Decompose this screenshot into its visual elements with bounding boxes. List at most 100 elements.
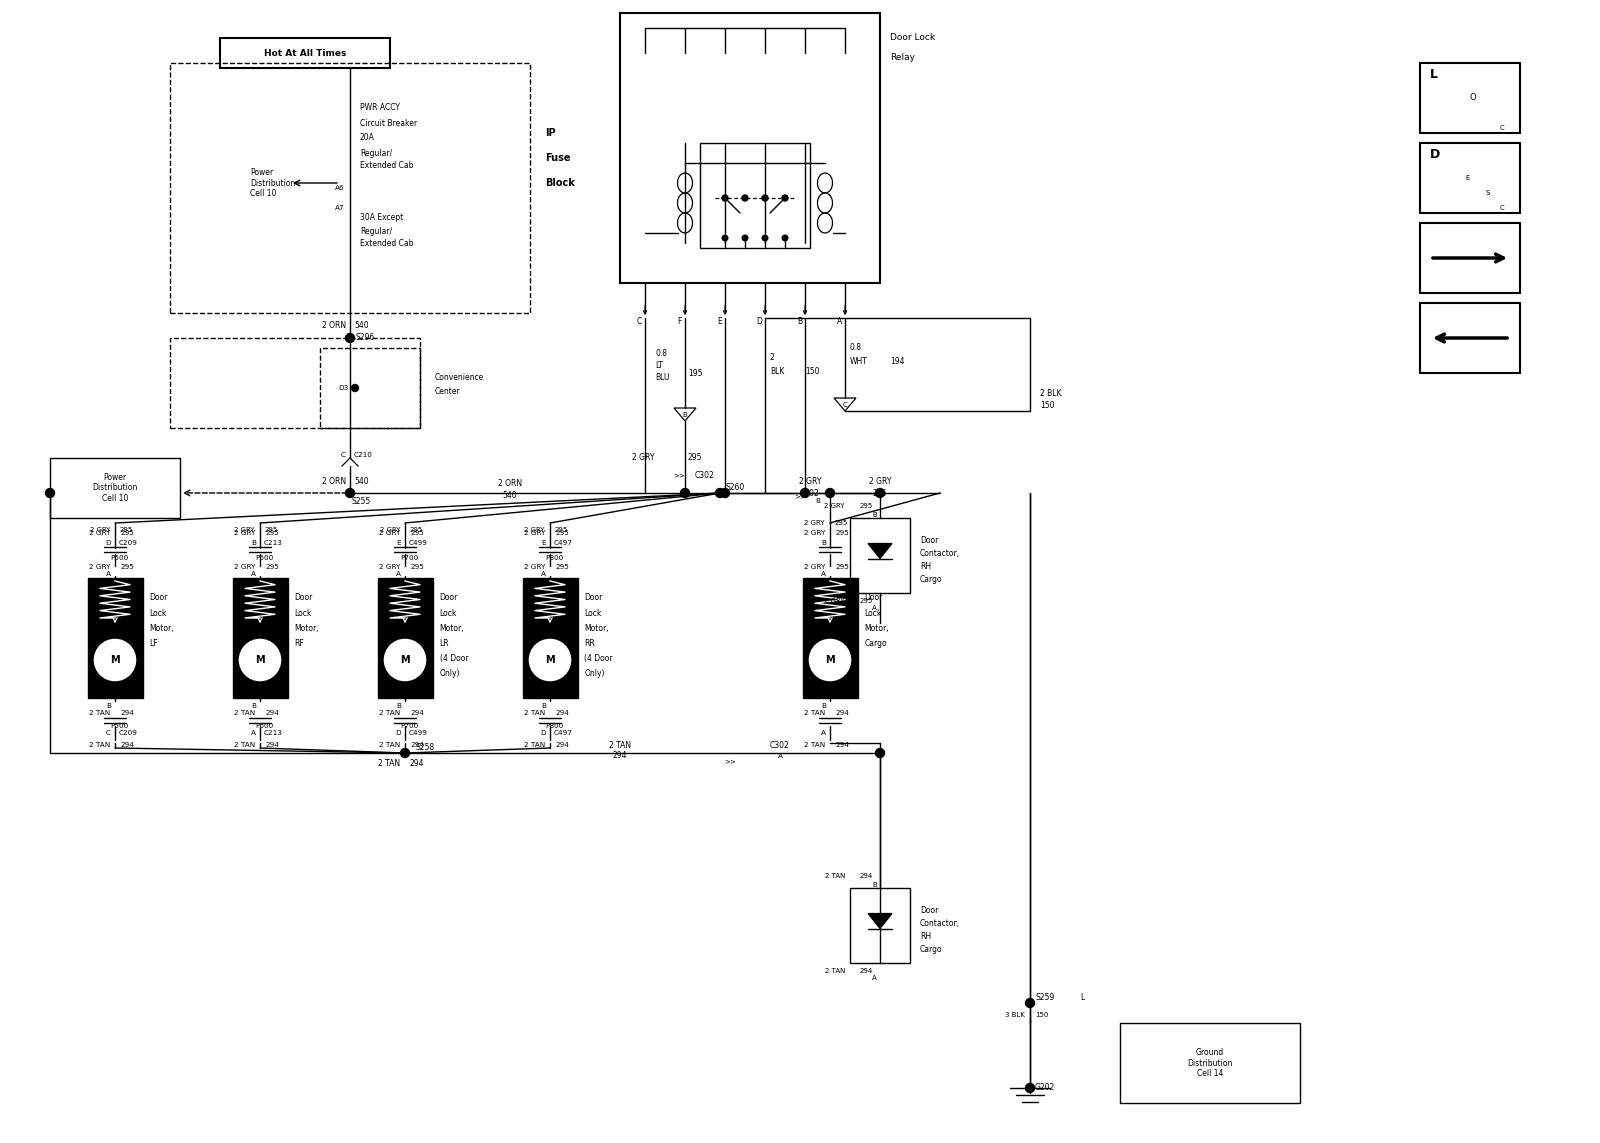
- Bar: [701, 143, 810, 248]
- Text: 294: 294: [861, 873, 874, 879]
- Circle shape: [400, 749, 410, 758]
- Text: P600: P600: [254, 555, 274, 561]
- Text: 2 TAN: 2 TAN: [803, 742, 826, 748]
- Text: Cargo: Cargo: [864, 639, 886, 647]
- Text: 294: 294: [120, 742, 134, 748]
- Text: E: E: [1466, 175, 1469, 181]
- Text: WHT: WHT: [850, 357, 867, 366]
- Text: Motor,: Motor,: [294, 623, 318, 632]
- Text: S: S: [1485, 190, 1490, 195]
- Text: 295: 295: [872, 489, 888, 498]
- Text: 295: 295: [555, 527, 568, 533]
- Text: D: D: [106, 539, 110, 546]
- Text: D: D: [757, 317, 762, 326]
- Text: 295: 295: [555, 530, 570, 536]
- Text: 295: 295: [120, 530, 134, 536]
- Text: 150: 150: [805, 367, 819, 376]
- Bar: [50, 458, 179, 518]
- Text: C497: C497: [554, 730, 573, 736]
- Text: >>: >>: [725, 758, 736, 764]
- Text: IP: IP: [546, 128, 555, 138]
- Text: Circuit Breaker: Circuit Breaker: [360, 119, 418, 128]
- Circle shape: [762, 235, 768, 241]
- Text: C302: C302: [800, 489, 819, 498]
- Circle shape: [875, 749, 885, 758]
- Text: Ground
Distribution
Cell 14: Ground Distribution Cell 14: [1187, 1048, 1232, 1078]
- Text: Door: Door: [920, 906, 938, 916]
- Text: 294: 294: [266, 710, 278, 716]
- Text: Lock: Lock: [294, 608, 312, 617]
- Text: B: B: [541, 703, 546, 709]
- Circle shape: [720, 488, 730, 497]
- Text: C: C: [843, 402, 848, 408]
- Text: 2 TAN: 2 TAN: [234, 710, 254, 716]
- Text: A: A: [251, 572, 256, 577]
- Bar: [850, 518, 910, 593]
- Circle shape: [808, 638, 851, 682]
- Text: 2 TAN: 2 TAN: [88, 710, 110, 716]
- Text: 294: 294: [555, 742, 570, 748]
- Text: 2 TAN: 2 TAN: [378, 759, 400, 767]
- Text: 294: 294: [835, 742, 850, 748]
- Text: B: B: [106, 703, 110, 709]
- Text: 295: 295: [835, 520, 848, 526]
- Text: P500: P500: [110, 724, 128, 729]
- Text: Lock: Lock: [864, 608, 882, 617]
- Text: 295: 295: [266, 530, 278, 536]
- Text: M: M: [826, 655, 835, 665]
- Text: 294: 294: [861, 968, 874, 974]
- Text: 2 GRY: 2 GRY: [235, 527, 254, 533]
- Text: Regular/: Regular/: [360, 226, 392, 235]
- Circle shape: [875, 488, 885, 497]
- Text: 295: 295: [410, 527, 424, 533]
- Bar: [523, 578, 578, 698]
- Text: A: A: [872, 975, 877, 981]
- Text: 2 GRY: 2 GRY: [803, 563, 826, 570]
- Bar: [1120, 1023, 1299, 1103]
- Text: Fuse: Fuse: [546, 153, 571, 163]
- Circle shape: [680, 488, 690, 497]
- Text: RH: RH: [920, 562, 931, 572]
- Text: 2 GRY: 2 GRY: [632, 454, 654, 463]
- Circle shape: [742, 195, 749, 201]
- Text: Door: Door: [294, 593, 314, 602]
- Text: 295: 295: [835, 563, 850, 570]
- Text: L: L: [1430, 69, 1438, 81]
- Text: A: A: [821, 572, 826, 577]
- Text: 2 TAN: 2 TAN: [523, 710, 546, 716]
- Text: 2 BLK: 2 BLK: [1040, 389, 1061, 398]
- Bar: [1421, 303, 1520, 373]
- Text: B: B: [683, 411, 688, 418]
- Text: (4 Door: (4 Door: [584, 654, 613, 663]
- Text: RR: RR: [584, 639, 595, 647]
- Circle shape: [742, 235, 747, 241]
- Text: E: E: [397, 539, 402, 546]
- Text: C302: C302: [770, 741, 790, 750]
- Text: A: A: [251, 730, 256, 736]
- Text: A: A: [778, 753, 782, 759]
- Text: 294: 294: [555, 710, 570, 716]
- Text: S258: S258: [414, 743, 434, 752]
- Text: Cargo: Cargo: [920, 575, 942, 584]
- Text: 150: 150: [1040, 400, 1054, 409]
- Text: 2 GRY: 2 GRY: [379, 530, 400, 536]
- Text: Door: Door: [920, 536, 938, 545]
- Text: 30A Except: 30A Except: [360, 214, 403, 223]
- Text: Cargo: Cargo: [920, 945, 942, 954]
- Text: C: C: [1501, 125, 1504, 131]
- Text: B: B: [872, 512, 877, 518]
- Text: 295: 295: [555, 563, 570, 570]
- Text: 2 GRY: 2 GRY: [824, 503, 845, 509]
- Circle shape: [782, 235, 787, 241]
- Text: B: B: [814, 498, 819, 504]
- Circle shape: [782, 195, 787, 201]
- Bar: [378, 578, 432, 698]
- Text: 2 TAN: 2 TAN: [523, 742, 546, 748]
- Circle shape: [722, 195, 728, 201]
- Text: A: A: [397, 572, 402, 577]
- Text: B: B: [797, 317, 802, 326]
- Text: 295: 295: [266, 563, 278, 570]
- Circle shape: [528, 638, 573, 682]
- Text: Only): Only): [584, 669, 605, 678]
- Text: C209: C209: [118, 730, 138, 736]
